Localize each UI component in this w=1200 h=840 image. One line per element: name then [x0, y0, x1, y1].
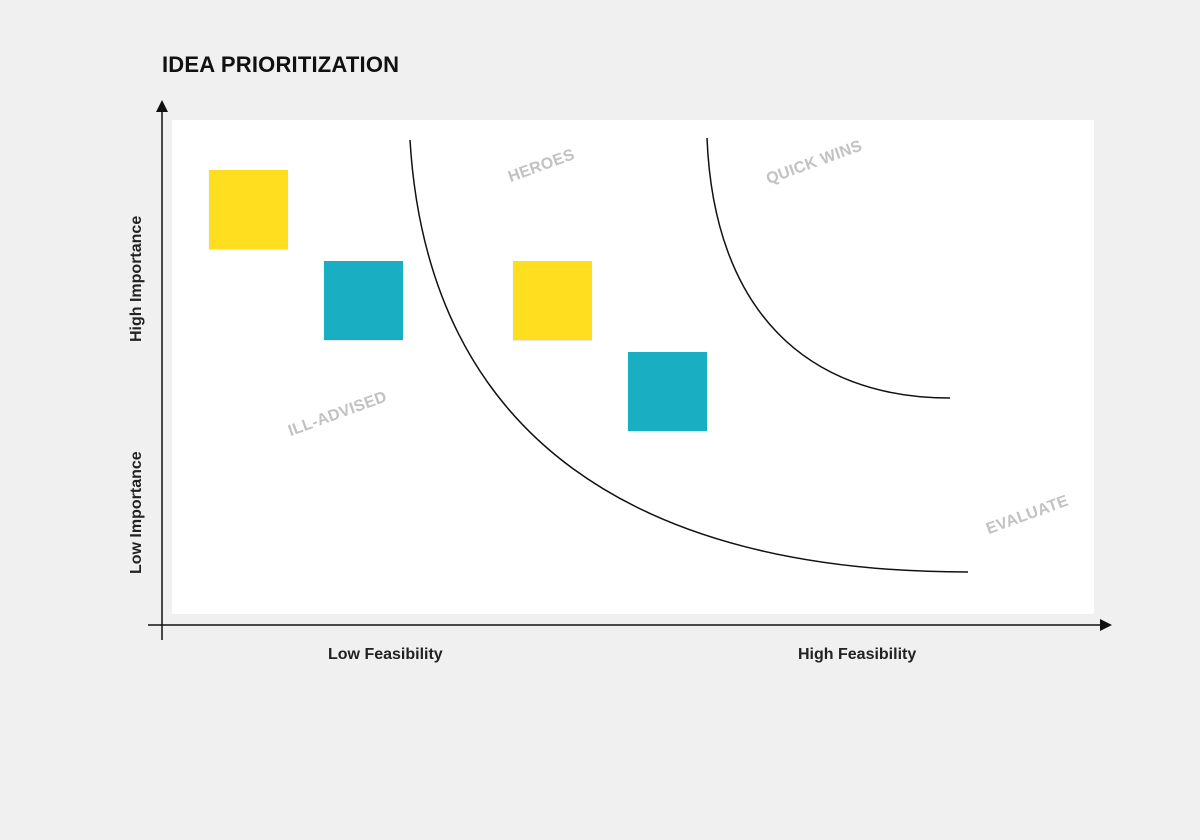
page-title: IDEA PRIORITIZATION [162, 52, 400, 77]
y-axis-label-high: High Importance [128, 215, 145, 342]
y-axis-label-low: Low Importance [128, 451, 145, 574]
curve-quick-wins-boundary [706, 137, 951, 399]
x-axis-label-high: High Feasibility [798, 646, 917, 663]
sticky-note-yellow-1[interactable] [209, 170, 288, 249]
sticky-note-teal-1[interactable] [324, 261, 403, 340]
sticky-note-teal-2[interactable] [628, 352, 707, 431]
sticky-note-yellow-2[interactable] [513, 261, 592, 340]
curve-heroes-boundary [409, 139, 969, 573]
x-axis-label-low: Low Feasibility [328, 646, 443, 663]
